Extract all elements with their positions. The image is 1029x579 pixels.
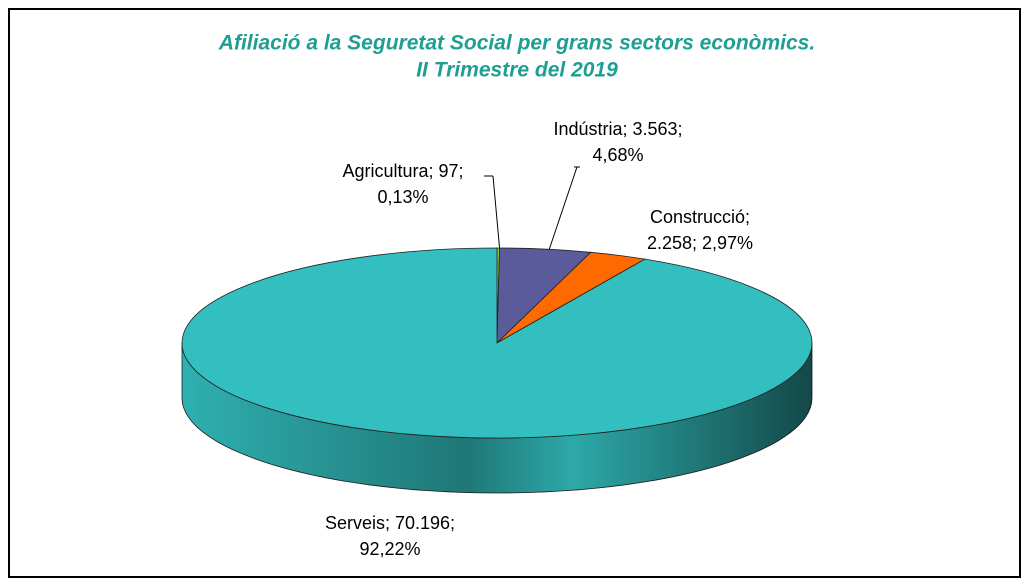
label-category: Construcció	[650, 207, 745, 227]
value-label: 70.196	[395, 513, 450, 533]
data-label: 2.258; 2,97%	[647, 233, 753, 253]
label-separator: ;	[385, 513, 390, 533]
label-category: Agricultura	[342, 161, 429, 181]
chart-subtitle: II Trimestre del 2019	[416, 59, 618, 82]
data-label: 4,68%	[592, 145, 643, 165]
label-category: Serveis	[325, 513, 385, 533]
label-separator: ;	[678, 119, 683, 139]
percentage-label: 4,68%	[592, 145, 643, 165]
label-separator: ;	[692, 233, 697, 253]
label-separator: ;	[745, 207, 750, 227]
data-label: Serveis; 70.196;	[325, 513, 455, 533]
data-label: Construcció;	[650, 207, 750, 227]
value-label: 2.258	[647, 233, 692, 253]
chart-frame	[8, 8, 1021, 578]
value-label: 3.563	[633, 119, 678, 139]
data-label: 0,13%	[377, 187, 428, 207]
percentage-label: 92,22%	[359, 539, 420, 559]
label-separator: ;	[622, 119, 627, 139]
label-separator: ;	[450, 513, 455, 533]
label-separator: ;	[428, 161, 433, 181]
percentage-label: 2,97%	[702, 233, 753, 253]
data-label: 92,22%	[359, 539, 420, 559]
pie-slice	[181, 247, 813, 439]
chart-title: Afiliació a la Seguretat Social per gran…	[218, 32, 815, 55]
label-category: Indústria	[553, 119, 623, 139]
pie-slice-side-shade	[182, 343, 812, 493]
leader-line	[492, 175, 501, 254]
data-label: Indústria; 3.563;	[553, 119, 682, 139]
label-separator: ;	[459, 161, 464, 181]
leader-line	[547, 166, 578, 254]
data-label: Agricultura; 97;	[342, 161, 463, 181]
percentage-label: 0,13%	[377, 187, 428, 207]
value-label: 97	[439, 161, 459, 181]
